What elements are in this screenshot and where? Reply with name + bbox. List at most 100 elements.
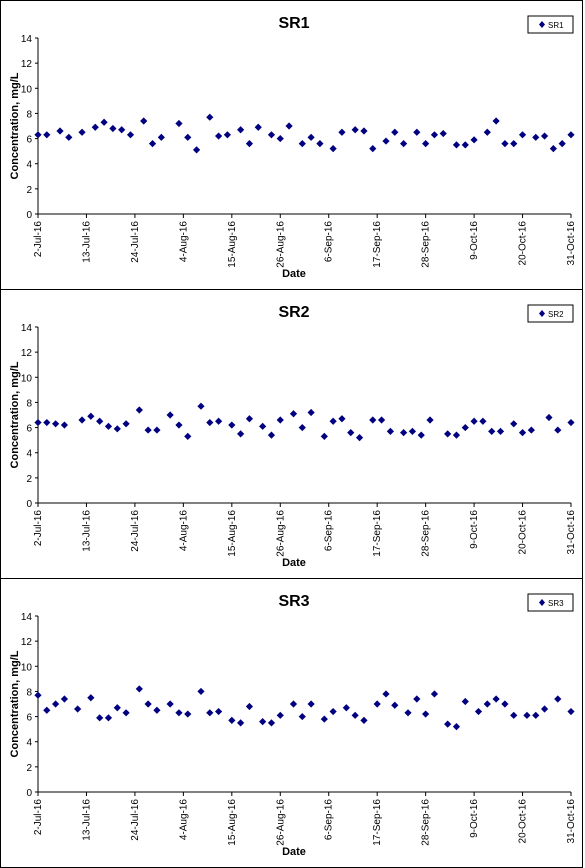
data-point: [461, 141, 469, 149]
x-tick-label: 20-Oct-16: [518, 221, 529, 266]
data-point: [267, 131, 276, 139]
data-point: [540, 132, 549, 140]
data-point: [197, 687, 205, 696]
data-point: [140, 117, 148, 125]
data-point: [118, 126, 126, 134]
data-point: [237, 430, 245, 438]
chart-title: SR3: [278, 593, 309, 610]
data-point: [153, 426, 161, 434]
x-tick-label: 15-Aug-16: [227, 799, 238, 846]
data-point: [461, 697, 469, 706]
x-tick-label: 4-Aug-16: [178, 221, 189, 263]
data-point: [298, 712, 306, 721]
data-point: [417, 431, 425, 439]
data-point: [175, 709, 183, 717]
x-tick-label: 6-Sep-16: [324, 799, 335, 841]
data-point: [444, 720, 452, 728]
data-point: [135, 406, 143, 414]
x-tick-label: 26-Aug-16: [275, 221, 286, 268]
data-point: [245, 415, 254, 423]
data-point: [483, 128, 491, 136]
data-point: [377, 416, 386, 424]
data-point: [298, 423, 306, 432]
data-point: [360, 127, 368, 135]
x-tick-label: 20-Oct-16: [518, 799, 529, 844]
x-tick-label: 17-Sep-16: [372, 799, 383, 846]
x-axis-label: Date: [282, 268, 306, 280]
data-point: [351, 711, 359, 719]
x-tick-label: 17-Sep-16: [372, 221, 383, 268]
data-point: [549, 145, 557, 153]
data-point: [479, 417, 487, 425]
data-point: [175, 119, 183, 128]
data-point: [60, 695, 69, 703]
data-point: [501, 700, 509, 708]
data-point: [510, 711, 518, 719]
data-point: [34, 131, 42, 139]
legend-marker: [539, 21, 545, 28]
data-point: [444, 430, 452, 438]
data-point: [148, 140, 157, 148]
data-point: [452, 431, 461, 439]
x-tick-label: 6-Sep-16: [324, 221, 335, 263]
data-point: [400, 429, 408, 437]
y-tick-label: 8: [26, 687, 32, 698]
data-point: [285, 122, 293, 130]
data-point: [175, 421, 183, 429]
data-point: [554, 426, 562, 434]
data-point: [267, 431, 276, 439]
data-point: [228, 421, 236, 429]
data-point: [166, 411, 174, 419]
data-point: [307, 408, 315, 417]
data-point: [470, 417, 478, 425]
data-point: [320, 432, 328, 440]
data-point: [192, 146, 201, 154]
x-tick-label: 2-Jul-16: [33, 221, 44, 258]
chart-panel-sr3: SR3 0 2 4 6 8 10 12 14 2-Jul-16 13-Jul-16 24-Jul-16…: [0, 578, 583, 868]
y-tick-label: 4: [26, 738, 32, 749]
data-point: [355, 434, 364, 442]
data-point: [43, 418, 51, 427]
data-point: [245, 702, 254, 711]
y-tick-label: 2: [26, 185, 32, 196]
x-tick-label: 15-Aug-16: [227, 221, 238, 268]
data-point: [527, 426, 535, 434]
x-tick-label: 13-Jul-16: [81, 510, 92, 552]
data-point: [122, 420, 130, 428]
x-tick-label: 4-Aug-16: [178, 510, 189, 552]
x-tick-label: 17-Sep-16: [372, 510, 383, 557]
data-point: [426, 416, 434, 424]
data-point: [567, 131, 575, 139]
data-point: [373, 700, 381, 708]
data-point: [60, 421, 69, 429]
y-tick-label: 0: [26, 788, 32, 799]
data-point: [135, 685, 143, 693]
data-point: [96, 714, 104, 722]
data-point: [439, 129, 447, 138]
data-point: [483, 700, 491, 708]
data-point: [320, 715, 328, 723]
data-point: [413, 695, 421, 703]
data-point: [567, 418, 575, 427]
data-point: [386, 427, 394, 435]
y-tick-label: 8: [26, 109, 32, 120]
data-point: [338, 128, 346, 136]
data-point: [532, 133, 540, 141]
x-tick-label: 28-Sep-16: [421, 799, 432, 846]
legend: SR1: [527, 15, 574, 34]
legend-marker: [539, 310, 545, 317]
data-point: [382, 690, 390, 698]
data-point: [518, 429, 527, 437]
y-tick-label: 10: [21, 662, 33, 673]
data-point: [237, 126, 245, 134]
data-point: [307, 133, 315, 141]
chart-title: SR2: [278, 304, 309, 321]
data-point: [34, 418, 42, 427]
data-point: [96, 417, 104, 425]
y-tick-label: 0: [26, 210, 32, 221]
data-point: [223, 131, 232, 139]
x-tick-label: 20-Oct-16: [518, 510, 529, 555]
x-tick-label: 9-Oct-16: [469, 221, 480, 260]
data-point: [329, 707, 337, 716]
y-tick-label: 0: [26, 499, 32, 510]
